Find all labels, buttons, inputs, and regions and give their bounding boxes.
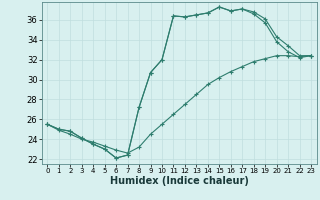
X-axis label: Humidex (Indice chaleur): Humidex (Indice chaleur) — [110, 176, 249, 186]
